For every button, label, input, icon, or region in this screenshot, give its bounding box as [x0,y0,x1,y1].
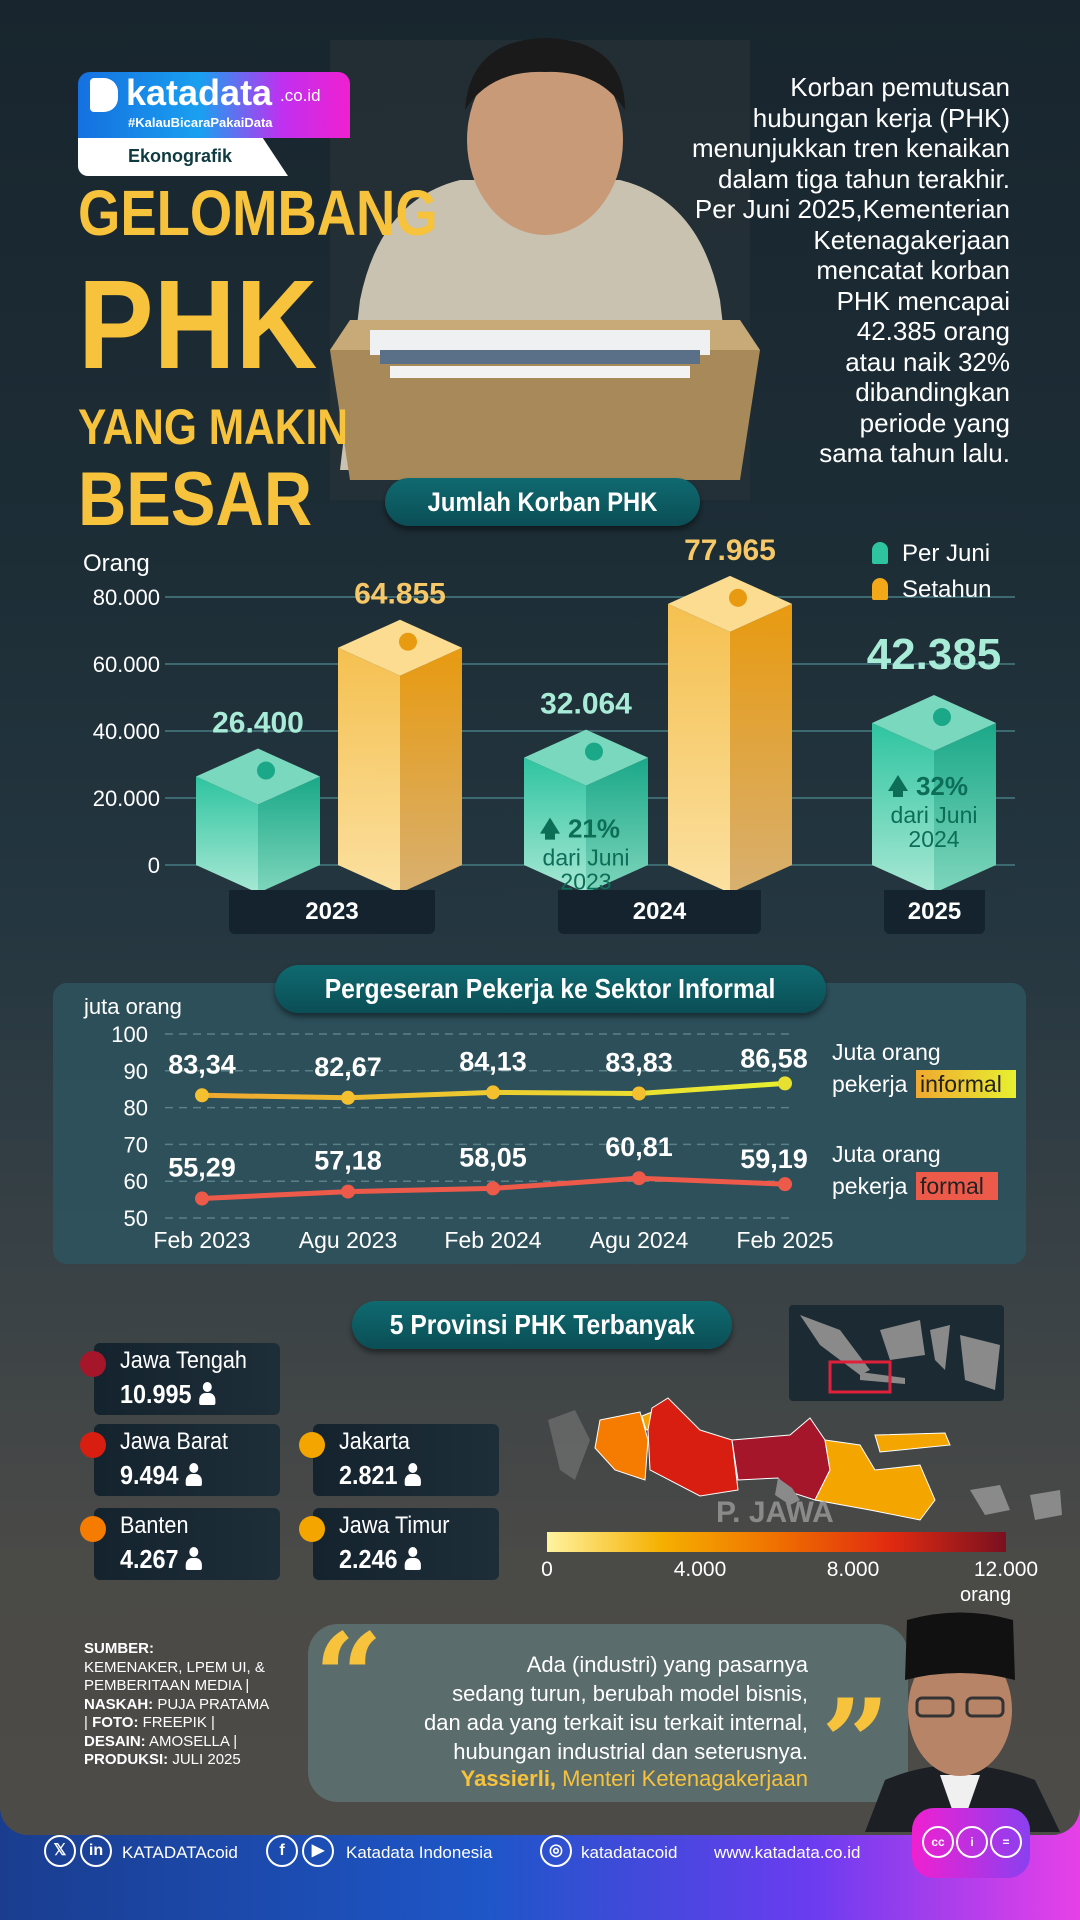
cc-icon: cc [922,1826,954,1858]
color-scale-tick: 8.000 [826,1558,880,1581]
intro-line: periode yang [859,407,1010,438]
intro-line: 42.385 orang [856,316,1010,346]
intro-line: Per Juni 2025,Kementerian [694,194,1010,224]
province-card: Jakarta 2.821 [299,1424,499,1496]
intro-line: PHK mencapai [836,285,1010,316]
color-scale-tick: 12.000 [973,1558,1039,1581]
province-value: 10.995 [120,1379,215,1410]
legend-yellow-person-icon [872,578,888,600]
sources-credits: SUMBER: KEMENAKER, LPEM UI, & PEMBERITAAN… [84,1640,269,1768]
quote-line: dan ada yang terkait isu terkait interna… [423,1710,808,1735]
logo-d-icon [90,78,118,112]
intro-line: Korban pemutusan [790,72,1010,102]
bar-y-axis-label: Orang [83,550,150,577]
close-quote-icon: ” [820,1673,890,1814]
color-scale-unit: orang [960,1584,1012,1606]
section-label: Ekonografik [128,146,233,166]
linkedin-icon[interactable]: in [80,1835,112,1867]
title-line-4: BESAR [78,457,313,542]
color-scale-tick: 4.000 [673,1558,727,1581]
province-card: Jawa Timur 2.246 [299,1508,499,1580]
province-name: Jawa Barat [120,1428,229,1455]
title-line-1: GELOMBANG [78,177,438,249]
instagram-icon[interactable]: ◎ [540,1835,572,1867]
map-label: P. JAWA [716,1496,834,1529]
nd-icon: = [990,1826,1022,1858]
year-label-2023: 2023 [229,890,435,934]
province-name: Jawa Timur [339,1512,450,1539]
intro-line: sama tahun lalu. [819,438,1010,468]
logo-domain: .co.id [280,86,321,105]
youtube-icon[interactable]: ▶ [302,1835,334,1867]
intro-line: Ketenagakerjaan [813,224,1010,255]
province-name: Banten [120,1512,189,1539]
intro-paragraph: Korban pemutusan hubungan kerja (PHK) menu… [692,72,1010,469]
intro-line: dibandingkan [855,377,1010,407]
bar-chart-title: Jumlah Korban PHK [385,478,700,526]
quote-bubble: “ ” Ada (industri) yang pasarnya sedang t… [308,1618,908,1814]
province-value: 9.494 [120,1460,202,1491]
province-value: 4.267 [120,1544,202,1575]
logo-tagline: #KalauBicaraPakaiData [128,115,273,130]
by-icon: i [956,1826,988,1858]
intro-line: mencatat korban [816,255,1010,285]
province-name: Jakarta [339,1428,410,1455]
intro-line: dalam tiga tahun terakhir. [718,163,1010,194]
line-y-axis-label: juta orang [84,994,182,1019]
person-icon [404,1463,421,1487]
provinces-title: 5 Provinsi PHK Terbanyak [352,1301,732,1349]
year-label-2025: 2025 [884,890,985,934]
footer-instagram-handle[interactable]: katadatacoid [581,1843,678,1862]
province-card: Jawa Barat 9.494 [80,1424,280,1496]
province-color-dot [299,1516,325,1542]
person-icon [198,1382,215,1406]
person-icon [404,1547,421,1571]
province-color-dot [80,1432,106,1458]
intro-line: menunjukkan tren kenaikan [692,133,1010,163]
line-chart-title: Pergeseran Pekerja ke Sektor Informal [275,965,826,1013]
province-card: Banten 4.267 [80,1508,280,1580]
year-label-2024: 2024 [558,890,761,934]
logo-text: katadata [126,72,273,113]
legend-per-juni: Per Juni [872,540,990,568]
legend-setahun: Setahun [872,576,991,604]
province-name: Jawa Tengah [120,1347,247,1374]
province-color-dot [299,1432,325,1458]
legend-teal-person-icon [872,542,888,564]
color-scale-tick: 0 [541,1558,553,1581]
open-quote-icon: “ [314,1607,384,1748]
x-icon[interactable]: 𝕏 [44,1835,76,1867]
title-line-2: PHK [78,254,318,395]
footer-channel-name[interactable]: Katadata Indonesia [346,1843,493,1862]
province-value: 2.246 [339,1544,421,1575]
intro-line: atau naik 32% [845,346,1010,377]
quote-text: Ada (industri) yang pasarnya sedang turun… [424,1650,808,1766]
province-card: Jawa Tengah 10.995 [80,1343,280,1415]
footer-website[interactable]: www.katadata.co.id [714,1843,861,1862]
footer-social-handle[interactable]: KATADATAcoid [122,1843,238,1862]
province-value: 2.821 [339,1460,421,1491]
province-color-dot [80,1351,106,1377]
katadata-logo[interactable]: katadata .co.id #KalauBicaraPakaiData Ek… [78,72,350,176]
portrait-minister [865,1612,1060,1832]
intro-line: hubungan kerja (PHK) [752,102,1010,133]
quote-line: Ada (industri) yang pasarnya [526,1652,808,1677]
quote-author: Yassierli, Menteri Ketenagakerjaan [460,1766,808,1791]
quote-line: hubungan industrial dan seterusnya. [453,1739,808,1764]
province-color-dot [80,1516,106,1542]
quote-line: sedang turun, berubah model bisnis, [452,1681,808,1706]
creative-commons-badge[interactable]: cc i = [912,1808,1030,1878]
facebook-icon[interactable]: f [266,1835,298,1867]
title-line-3: YANG MAKIN [78,399,348,455]
person-icon [185,1463,202,1487]
person-icon [185,1547,202,1571]
